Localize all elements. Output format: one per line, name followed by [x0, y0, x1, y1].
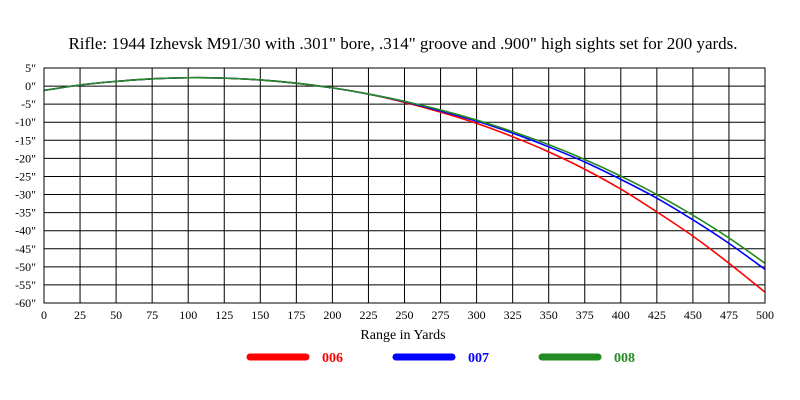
x-tick-label: 225 — [359, 308, 377, 322]
y-tick-label: -60" — [15, 296, 36, 310]
y-tick-label: 0" — [25, 79, 36, 93]
x-tick-label: 475 — [720, 308, 738, 322]
x-tick-label: 350 — [540, 308, 558, 322]
legend: 006 007 008 — [246, 351, 635, 366]
y-tick-label: -10" — [15, 115, 36, 129]
x-tick-label: 375 — [576, 308, 594, 322]
legend-label-008: 008 — [614, 351, 635, 366]
x-tick-label: 400 — [612, 308, 630, 322]
y-tick-label: -40" — [15, 224, 36, 238]
y-axis-ticks: 5" 0" -5" -10" -15" -20" -25" -30" -35" -40" -45" -… — [15, 61, 36, 310]
x-tick-label: 425 — [648, 308, 666, 322]
x-tick-label: 150 — [251, 308, 269, 322]
legend-label-006: 006 — [322, 351, 343, 366]
x-tick-label: 0 — [41, 308, 47, 322]
plot-frame — [43, 67, 766, 304]
x-tick-label: 50 — [110, 308, 122, 322]
y-tick-label: -20" — [15, 151, 36, 165]
x-tick-label: 100 — [179, 308, 197, 322]
x-tick-label: 450 — [684, 308, 702, 322]
y-tick-label: 5" — [25, 61, 36, 75]
x-tick-label: 125 — [215, 308, 233, 322]
y-tick-label: -55" — [15, 278, 36, 292]
x-tick-label: 500 — [756, 308, 774, 322]
chart-title: Rifle: 1944 Izhevsk M91/30 with .301" bo… — [68, 34, 737, 53]
legend-label-007: 007 — [468, 351, 489, 366]
series-line-008 — [43, 76, 766, 264]
y-tick-label: -30" — [15, 188, 36, 202]
series-lines — [43, 76, 766, 293]
y-tick-label: -35" — [15, 206, 36, 220]
x-tick-label: 275 — [432, 308, 450, 322]
x-tick-label: 175 — [287, 308, 305, 322]
x-tick-label: 25 — [74, 308, 86, 322]
y-tick-label: -5" — [21, 97, 36, 111]
y-tick-label: -15" — [15, 133, 36, 147]
y-tick-label: -50" — [15, 260, 36, 274]
x-tick-label: 300 — [468, 308, 486, 322]
x-axis-label: Range in Yards — [360, 328, 445, 343]
y-tick-label: -45" — [15, 242, 36, 256]
grid — [43, 67, 766, 304]
x-axis-ticks: 0 25 50 75 100 125 150 175 200 225 250 275 300 325 350… — [41, 308, 774, 322]
x-tick-label: 200 — [323, 308, 341, 322]
y-tick-label: -25" — [15, 169, 36, 183]
x-tick-label: 250 — [396, 308, 414, 322]
x-tick-label: 325 — [504, 308, 522, 322]
x-tick-label: 75 — [146, 308, 158, 322]
